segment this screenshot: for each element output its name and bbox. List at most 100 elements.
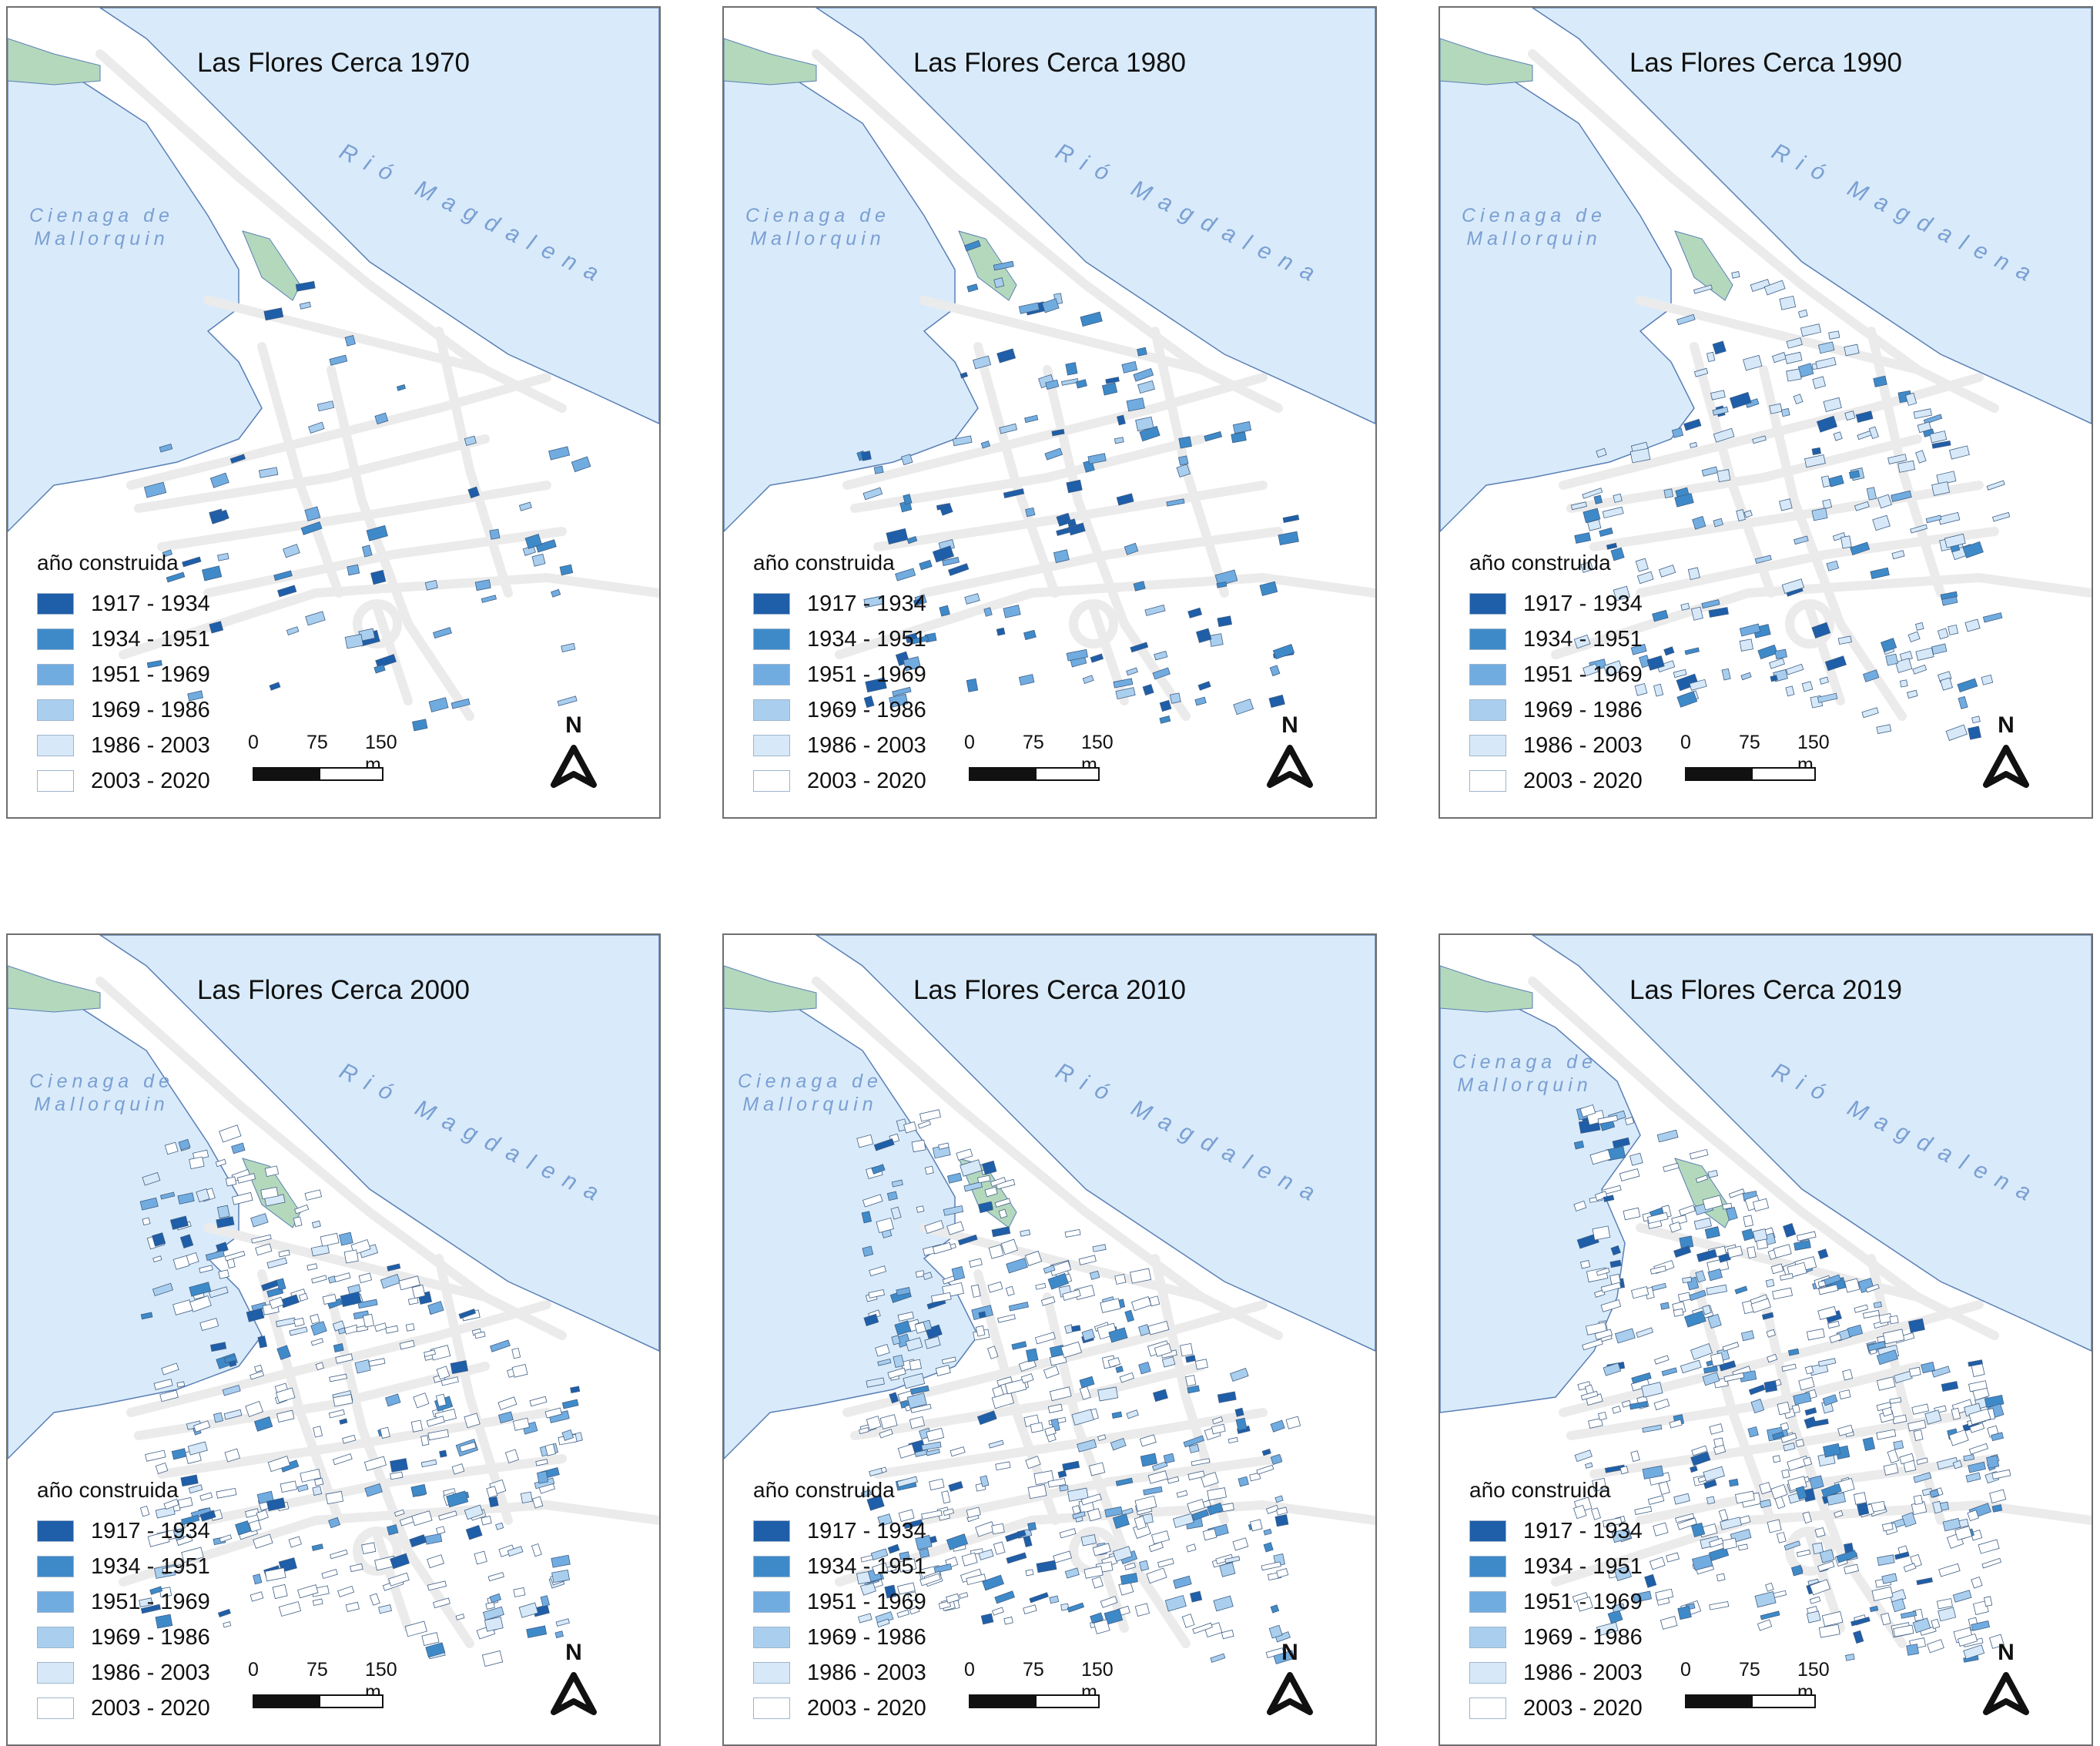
north-arrow-icon [551, 1672, 597, 1715]
building [876, 1618, 890, 1628]
building [900, 454, 913, 466]
building [991, 1226, 1011, 1238]
building [1847, 1324, 1864, 1338]
building [1642, 1465, 1664, 1480]
building [1910, 524, 1928, 534]
building [1817, 1358, 1837, 1367]
building [1636, 571, 1654, 585]
building [1049, 1386, 1072, 1402]
building [873, 1138, 895, 1151]
building [1763, 280, 1786, 296]
building [436, 1366, 450, 1380]
building [1624, 1116, 1635, 1126]
scale-tick-0: 0 [964, 1659, 975, 1681]
building [209, 472, 229, 488]
building [1027, 1484, 1047, 1500]
building [311, 1275, 327, 1284]
building [1630, 1450, 1640, 1463]
building [489, 1593, 502, 1604]
road [1043, 365, 1191, 721]
building [343, 1249, 359, 1264]
building [1151, 1461, 1168, 1471]
building [1915, 647, 1934, 661]
building [561, 1429, 574, 1441]
building [1114, 437, 1124, 444]
building [187, 1441, 208, 1456]
building [980, 441, 991, 449]
building [1596, 1267, 1610, 1276]
building [1049, 1595, 1060, 1604]
building [1147, 1470, 1168, 1484]
building [1887, 1449, 1900, 1464]
building [264, 1165, 280, 1178]
building [1166, 498, 1185, 507]
legend-swatch [1469, 1520, 1506, 1542]
building [1675, 1513, 1695, 1523]
building [1020, 1373, 1034, 1384]
building [1678, 1205, 1696, 1216]
building [1722, 1202, 1733, 1210]
building [177, 1192, 195, 1205]
building [1872, 514, 1891, 531]
building [199, 1510, 216, 1522]
building [313, 1426, 323, 1438]
wetland-strip [8, 38, 101, 85]
building [1723, 1372, 1745, 1382]
building [1589, 1149, 1612, 1165]
building [410, 1483, 427, 1497]
building [1772, 1455, 1781, 1463]
building [1806, 1328, 1825, 1341]
building [1651, 1282, 1667, 1292]
legend-item: 2003 - 2020 [753, 763, 926, 799]
building [1217, 615, 1233, 628]
building [424, 579, 438, 591]
building [143, 481, 167, 498]
building [896, 1476, 918, 1487]
building [411, 1510, 433, 1526]
building [251, 1234, 272, 1244]
scale-tick-75: 75 [1739, 732, 1760, 753]
building [465, 1524, 483, 1540]
building [1911, 1403, 1930, 1415]
building [394, 1509, 405, 1517]
building [339, 1232, 353, 1246]
building [1655, 1588, 1674, 1601]
building [956, 1148, 973, 1161]
building [1748, 1384, 1766, 1396]
road [257, 342, 343, 598]
building [172, 1528, 185, 1541]
building [1690, 1343, 1713, 1360]
building [1641, 1382, 1663, 1398]
building [1671, 427, 1684, 438]
building [1600, 1282, 1622, 1293]
building [363, 1456, 387, 1472]
building [1968, 1408, 1991, 1426]
scale-bar-white [1035, 767, 1100, 781]
building [1680, 1359, 1702, 1374]
legend-swatch [1469, 628, 1506, 650]
building [1238, 1476, 1249, 1487]
building [977, 1201, 993, 1214]
road [327, 1292, 474, 1648]
building [866, 1416, 882, 1430]
building [205, 1250, 225, 1261]
building [311, 1543, 323, 1551]
building [877, 1513, 893, 1526]
building [1794, 1240, 1811, 1251]
building [1706, 1284, 1727, 1295]
cienaga-label: Cienaga de Mallorquin [738, 1071, 883, 1115]
building [1261, 1561, 1281, 1571]
building [1703, 1366, 1718, 1374]
building [1646, 1211, 1669, 1225]
building [1629, 1400, 1649, 1410]
building [181, 1514, 200, 1526]
building [152, 1282, 173, 1296]
building [862, 1245, 874, 1257]
building [169, 1215, 189, 1230]
legend-label: 1934 - 1951 [807, 1553, 926, 1579]
building [1740, 672, 1752, 681]
building [1140, 1453, 1158, 1467]
building [1134, 1495, 1157, 1512]
building [892, 686, 912, 697]
road [327, 365, 474, 721]
